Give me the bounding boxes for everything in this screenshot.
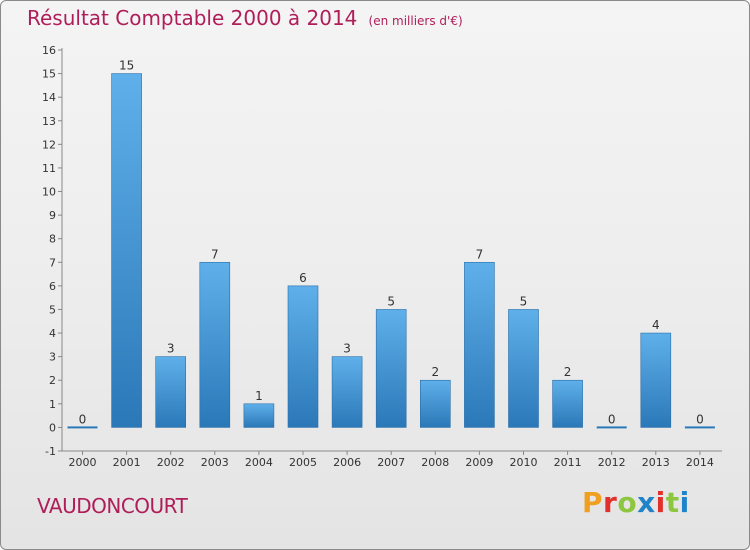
y-tick-label: 5 — [49, 303, 56, 316]
x-tick-label: 2013 — [642, 456, 670, 469]
x-tick-label: 2011 — [554, 456, 582, 469]
x-tick-label: 2001 — [113, 456, 141, 469]
bar-value-label: 7 — [211, 247, 219, 261]
bar — [596, 426, 627, 429]
bar-value-label: 0 — [79, 412, 87, 426]
y-tick-label: 11 — [42, 162, 56, 175]
commune-name: VAUDONCOURT — [37, 494, 188, 518]
x-tick-label: 2002 — [157, 456, 185, 469]
logo-letter: x — [637, 486, 656, 519]
bar-value-label: 4 — [652, 318, 660, 332]
bar-value-label: 0 — [608, 412, 616, 426]
chart-title: Résultat Comptable 2000 à 2014 — [27, 6, 358, 30]
y-tick-label: 3 — [49, 351, 56, 364]
bar — [375, 309, 407, 428]
logo-letter: P — [582, 486, 604, 519]
logo-letter: i — [655, 486, 666, 519]
x-tick-label: 2005 — [289, 456, 317, 469]
bar — [464, 261, 495, 428]
x-tick-label: 2012 — [598, 456, 626, 469]
x-tick-label: 2009 — [465, 456, 493, 469]
bar — [155, 356, 186, 428]
proxiti-logo[interactable]: Proxiti — [582, 486, 690, 519]
y-tick-label: 9 — [49, 209, 56, 222]
y-tick-label: 0 — [49, 421, 56, 434]
bar-value-label: 5 — [520, 294, 528, 308]
bar-value-label: 2 — [431, 365, 439, 379]
logo-letter: i — [679, 486, 690, 519]
chart-title-block: Résultat Comptable 2000 à 2014 (en milli… — [27, 6, 463, 30]
bar — [640, 332, 672, 428]
y-tick-label: 14 — [42, 91, 56, 104]
bar-value-label: 7 — [476, 247, 484, 261]
bar — [111, 73, 142, 428]
bar — [552, 379, 583, 428]
y-tick-label: 7 — [49, 256, 56, 269]
bar — [243, 403, 275, 428]
logo-letter: t — [665, 486, 680, 519]
bar — [67, 426, 98, 429]
bar-value-label: 2 — [564, 365, 572, 379]
y-tick-label: 10 — [42, 186, 56, 199]
x-tick-label: 2004 — [245, 456, 273, 469]
bar-value-label: 15 — [119, 59, 134, 73]
y-tick-label: 13 — [42, 115, 56, 128]
x-tick-label: 2000 — [69, 456, 97, 469]
x-tick-label: 2010 — [510, 456, 538, 469]
y-tick-label: 2 — [49, 374, 56, 387]
bar — [508, 309, 539, 428]
x-tick-label: 2008 — [421, 456, 449, 469]
y-tick-label: 12 — [42, 138, 56, 151]
bar — [199, 261, 231, 428]
logo-letter: r — [603, 486, 618, 519]
logo-letter: o — [617, 486, 638, 519]
y-tick-label: 15 — [42, 68, 56, 81]
y-tick-label: 16 — [42, 44, 56, 57]
x-tick-label: 2014 — [686, 456, 714, 469]
y-tick-label: -1 — [45, 445, 56, 458]
chart-unit: (en milliers d'€) — [368, 14, 463, 28]
bar-value-label: 0 — [696, 412, 704, 426]
bars: 0 15 3 7 1 6 3 5 2 7 5 2 0 4 0 — [67, 59, 715, 429]
bar-value-label: 1 — [255, 389, 263, 403]
x-tick-label: 2007 — [377, 456, 405, 469]
bar-value-label: 5 — [387, 294, 395, 308]
y-tick-label: 6 — [49, 280, 56, 293]
bar — [684, 426, 715, 429]
bar-value-label: 6 — [299, 271, 307, 285]
x-tick-label: 2003 — [201, 456, 229, 469]
x-tick-label: 2006 — [333, 456, 361, 469]
y-tick-label: 4 — [49, 327, 56, 340]
bar — [287, 285, 319, 428]
bar-value-label: 3 — [343, 342, 351, 356]
bar-value-label: 3 — [167, 342, 175, 356]
y-tick-label: 8 — [49, 233, 56, 246]
bar — [419, 379, 451, 428]
bar — [331, 356, 363, 428]
y-tick-label: 1 — [49, 398, 56, 411]
